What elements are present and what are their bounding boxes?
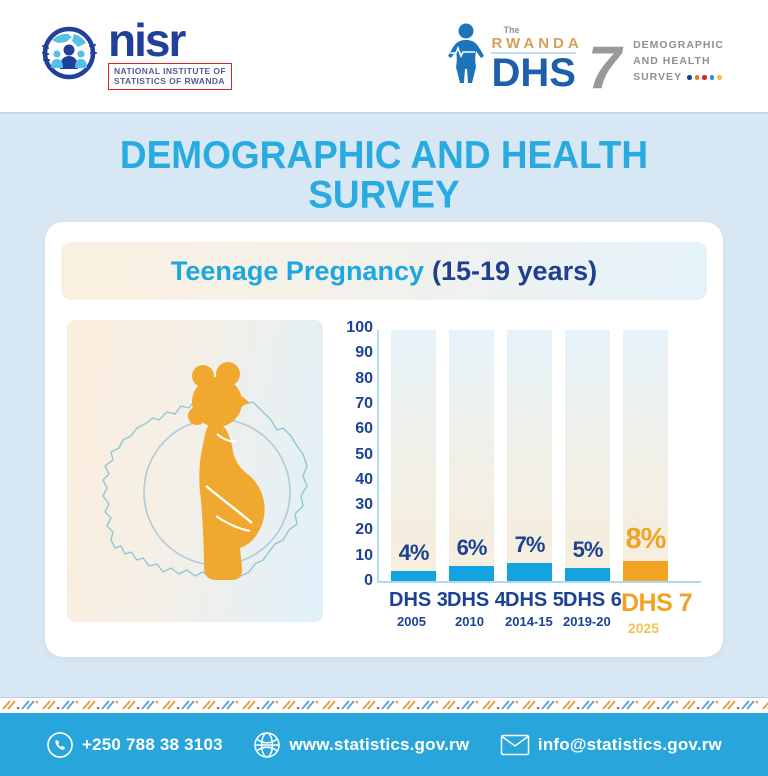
chart-column: 5% xyxy=(565,330,610,581)
bar-chart: 4% 6% 7% 5% 8% 0 10 20 30 40 50 60 70 80 90 100 DHS 3 2… xyxy=(343,319,701,636)
x-axis-label: DHS 4 2010 xyxy=(447,589,506,636)
survey-name: DHS 7 xyxy=(621,589,693,617)
contact-footer: +250 788 38 3103 www.statistics.gov.rw i… xyxy=(0,713,768,776)
chart-title-main: Teenage Pregnancy xyxy=(170,255,424,286)
bar xyxy=(565,568,610,581)
bar xyxy=(391,570,436,581)
dhs-the-label: The xyxy=(503,24,520,35)
chart-column: 7% xyxy=(507,330,552,581)
dhs-country-label: RWANDA xyxy=(491,34,583,52)
y-axis-tick: 100 xyxy=(346,319,373,336)
pregnant-woman-silhouette xyxy=(188,362,265,580)
y-axis-tick: 60 xyxy=(355,420,373,438)
email-address[interactable]: info@statistics.gov.rw xyxy=(537,734,722,754)
phone-icon xyxy=(46,731,74,759)
chart-xlabels: DHS 3 2005 DHS 4 2010 DHS 5 2014-15 DHS 6 2019-… xyxy=(389,589,701,636)
website-url[interactable]: www.statistics.gov.rw xyxy=(289,734,470,754)
dhs-wordmark: DEMOGRAPHIC AND HEALTH SURVEY xyxy=(633,38,724,84)
dhs-person-icon xyxy=(446,23,486,90)
rwanda-map-outline xyxy=(102,377,308,579)
dhs-dot xyxy=(694,75,700,80)
email-contact[interactable]: info@statistics.gov.rw xyxy=(500,733,722,757)
rwanda-pregnancy-illustration xyxy=(67,320,323,622)
x-axis-label: DHS 3 2005 xyxy=(389,589,448,636)
y-axis-tick: 50 xyxy=(355,445,373,463)
x-axis-label: DHS 6 2019-20 xyxy=(563,589,622,636)
survey-card: Teenage Pregnancy (15-19 years) xyxy=(45,222,723,657)
survey-name: DHS 6 xyxy=(563,589,622,611)
survey-name: DHS 4 xyxy=(447,589,506,611)
nisr-globe-icon xyxy=(40,24,98,87)
survey-year: 2010 xyxy=(455,614,484,629)
chart-column: 4% xyxy=(391,330,436,581)
y-axis-tick: 0 xyxy=(364,572,373,589)
y-axis-tick: 90 xyxy=(355,344,373,362)
y-axis-tick: 40 xyxy=(355,470,373,488)
bar xyxy=(507,563,552,581)
dhs-number: 7 xyxy=(587,33,622,101)
dhs-dot xyxy=(717,75,722,80)
main-band: DEMOGRAPHIC AND HEALTH SURVEY Teenage Pr… xyxy=(0,112,768,697)
nisr-logo: nisr NATIONAL INSTITUTE OF STATISTICS OF… xyxy=(40,13,232,91)
dhs-dot xyxy=(702,75,707,80)
dhs-dot xyxy=(687,75,692,80)
y-axis-tick: 30 xyxy=(355,496,373,514)
envelope-icon xyxy=(500,733,530,757)
survey-name: DHS 5 xyxy=(505,589,564,611)
chart-plot: 4% 6% 7% 5% 8% 0 10 20 30 40 50 60 70 80 90 100 xyxy=(346,319,701,589)
imigongo-pattern-strip xyxy=(0,697,768,713)
x-axis-label: DHS 5 2014-15 xyxy=(505,589,564,636)
chart-columns: 4% 6% 7% 5% 8% xyxy=(379,330,701,581)
bar-value-label: 8% xyxy=(625,522,667,555)
dhs7-logo: The RWANDA DHS 7 DEMOGRAPHIC AND HEALTH … xyxy=(446,23,724,101)
bar xyxy=(623,560,668,581)
survey-year: 2014-15 xyxy=(505,614,553,629)
phone-number[interactable]: +250 788 38 3103 xyxy=(82,734,223,754)
chart-column: 6% xyxy=(449,330,494,581)
page-title: DEMOGRAPHIC AND HEALTH SURVEY xyxy=(119,133,649,216)
survey-year: 2025 xyxy=(627,620,660,636)
globe-icon xyxy=(253,731,281,759)
bar-value-label: 7% xyxy=(514,532,546,558)
chart-column: 8% xyxy=(623,330,668,581)
bar-value-label: 6% xyxy=(456,534,488,560)
bar xyxy=(449,565,494,581)
bar-value-label: 4% xyxy=(398,539,430,565)
nisr-org-name: NATIONAL INSTITUTE OF STATISTICS OF RWAN… xyxy=(108,62,232,91)
y-axis-tick: 10 xyxy=(355,546,373,564)
y-axis-tick: 20 xyxy=(355,521,373,539)
survey-name: DHS 3 xyxy=(389,589,448,611)
dhs-color-dots xyxy=(687,75,722,80)
nisr-acronym: nisr xyxy=(108,13,186,66)
x-axis-label: DHS 7 2025 xyxy=(621,589,693,636)
bar-value-label: 5% xyxy=(572,537,604,563)
phone-contact[interactable]: +250 788 38 3103 xyxy=(46,731,223,759)
dhs-dot xyxy=(709,75,715,80)
dhs-acronym: DHS xyxy=(491,50,576,95)
website-contact[interactable]: www.statistics.gov.rw xyxy=(253,731,469,759)
survey-year: 2005 xyxy=(397,614,426,629)
chart-title-banner: Teenage Pregnancy (15-19 years) xyxy=(61,242,707,300)
chart-title-range: (15-19 years) xyxy=(431,255,598,286)
y-axis-tick: 80 xyxy=(355,369,373,387)
survey-year: 2019-20 xyxy=(563,614,611,629)
y-axis-tick: 70 xyxy=(355,394,373,412)
page-header: nisr NATIONAL INSTITUTE OF STATISTICS OF… xyxy=(0,0,768,112)
